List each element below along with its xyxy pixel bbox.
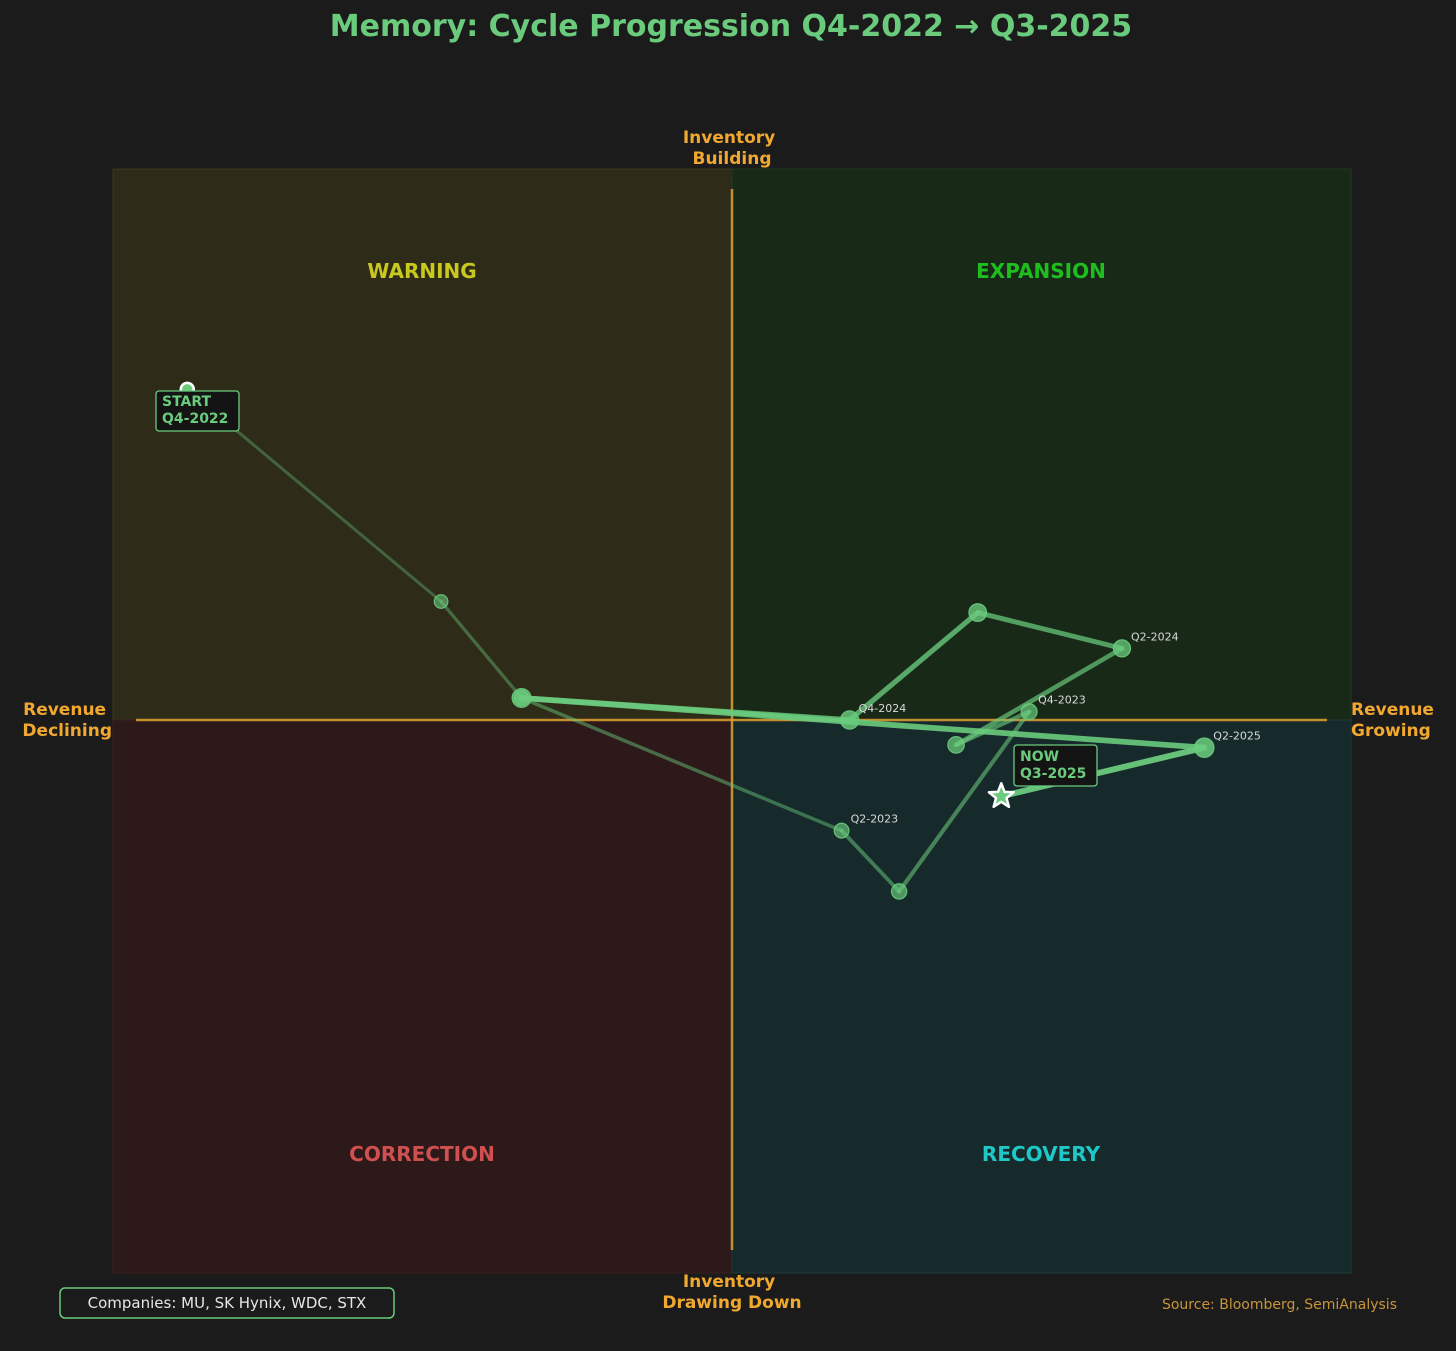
data-point [890, 883, 908, 900]
data-point [947, 736, 965, 754]
axis-label-top-line2: Building [693, 149, 772, 169]
trajectory-segment [439, 599, 524, 700]
start-callout-text: START Q4-2022 [162, 394, 228, 427]
trajectory-segment [975, 610, 1125, 651]
quadrant-correction-bg [112, 719, 733, 1274]
axis-label-right: Revenue Growing [1351, 700, 1440, 741]
trajectory-segment [847, 609, 981, 723]
now-callout-line1: NOW [1020, 749, 1059, 765]
trajectory-segment [839, 828, 902, 894]
point-label: Q2-2024 [1131, 630, 1179, 643]
axis-label-left-line1: Revenue [23, 700, 106, 720]
start-callout: START Q4-2022 [155, 390, 240, 432]
companies-box [59, 1287, 395, 1319]
quadrant-label-expansion: EXPANSION [976, 259, 1106, 283]
start-callout-box [155, 390, 240, 432]
now-point [987, 782, 1015, 809]
now-callout-line2: Q3-2025 [1020, 766, 1086, 782]
point-label: Q2-2023 [851, 813, 899, 826]
now-callout: NOW Q3-2025 [1013, 744, 1098, 787]
axis-label-right-line1: Revenue [1351, 700, 1434, 720]
data-point [433, 594, 449, 609]
axis-label-bottom-line1: Inventory [683, 1272, 775, 1292]
trajectory-segment [518, 695, 1208, 751]
axis-label-left: Revenue Declining [22, 700, 112, 741]
now-callout-text: NOW Q3-2025 [1020, 749, 1086, 782]
data-point [1020, 703, 1038, 721]
point-label: Q4-2023 [1038, 694, 1086, 707]
quadrant-label-recovery: RECOVERY [982, 1142, 1101, 1166]
trajectory-segment [519, 696, 844, 833]
trajectory-segment [998, 744, 1208, 800]
quadrant-label-correction: CORRECTION [349, 1142, 495, 1166]
quadrant-warning-bg [112, 168, 733, 721]
axis-label-bottom: Inventory Drawing Down [662, 1272, 801, 1313]
trajectory-segments [185, 387, 1208, 894]
data-point [1112, 639, 1132, 658]
axis-label-bottom-line2: Drawing Down [662, 1293, 801, 1313]
data-point [833, 822, 850, 839]
data-point [511, 687, 532, 708]
trajectory-points [179, 381, 1215, 900]
axis-label-top-line1: Inventory [683, 128, 775, 148]
axis-label-right-line2: Growing [1351, 721, 1431, 741]
data-point [968, 603, 988, 622]
start-callout-line2: Q4-2022 [162, 411, 228, 427]
source-text: Source: Bloomberg, SemiAnalysis [1162, 1297, 1397, 1313]
chart-title: Memory: Cycle Progression Q4-2022 → Q3-2… [330, 9, 1132, 44]
now-callout-box [1013, 744, 1098, 787]
point-labels: Q2-2023 Q4-2023 Q2-2024 Q4-2024 Q2-2025 [851, 630, 1261, 825]
data-point [839, 710, 860, 730]
start-callout-line1: START [162, 394, 212, 410]
point-label: Q4-2024 [859, 702, 907, 715]
trajectory-segment [897, 709, 1032, 894]
point-label: Q2-2025 [1213, 730, 1261, 743]
axis-label-left-line2: Declining [22, 721, 112, 741]
quadrant-expansion-bg [731, 168, 1352, 721]
axis-label-top: Inventory Building [683, 128, 781, 169]
quadrant-recovery-bg [731, 719, 1352, 1274]
quadrant-label-warning: WARNING [367, 259, 476, 283]
companies-text: Companies: MU, SK Hynix, WDC, STX [88, 1294, 367, 1312]
data-point [1193, 737, 1215, 758]
